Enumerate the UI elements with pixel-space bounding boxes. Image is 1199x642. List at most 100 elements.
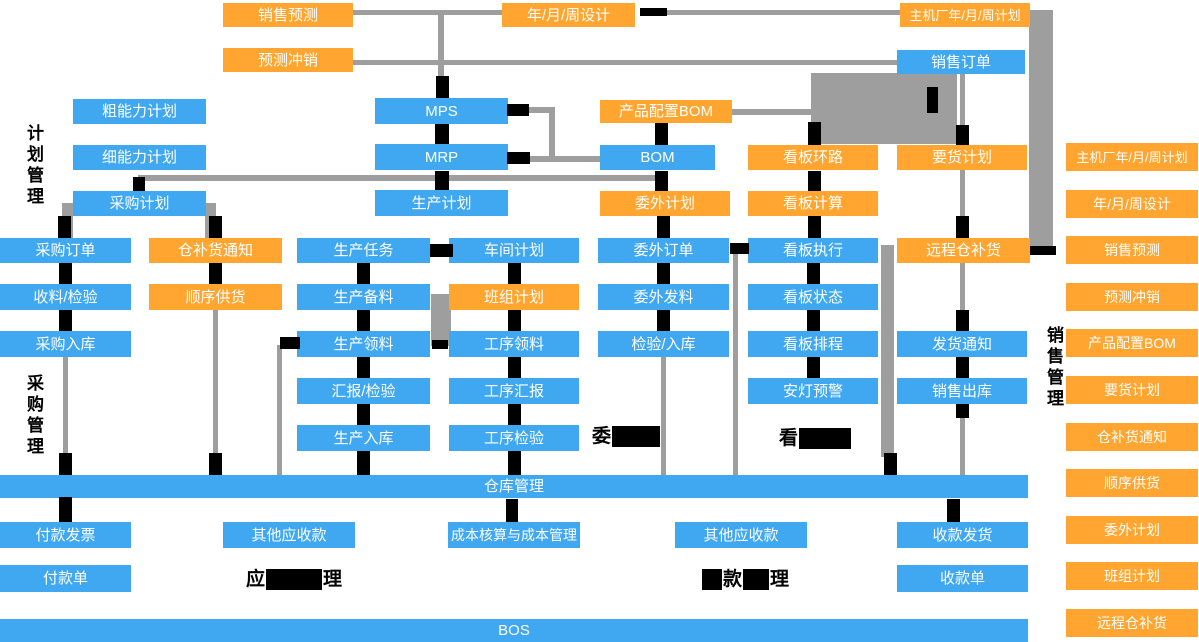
mark-bar-costaccounting [506,499,518,522]
module-kanban-calc[interactable]: 看板计算 [748,191,878,216]
module-sales-order[interactable]: 销售订单 [897,50,1025,74]
mark-colA-1 [59,263,72,284]
module-production-material-issue[interactable]: 生产领料 [297,331,430,357]
right-column-item-10[interactable]: 远程仓补货 [1066,609,1198,637]
module-receipt-slip[interactable]: 收款单 [897,565,1028,592]
module-purchase-plan[interactable]: 采购计划 [73,191,206,216]
right-column-item-4[interactable]: 产品配置BOM [1066,329,1198,357]
mark-into-mps [436,76,449,98]
right-column-item-2[interactable]: 销售预测 [1066,236,1198,264]
module-kanban-schedule[interactable]: 看板排程 [748,331,878,357]
dash-after-ymw-design [640,8,667,16]
module-rough-capacity-plan[interactable]: 粗能力计划 [73,99,206,124]
module-production-task[interactable]: 生产任务 [297,238,430,263]
module-oem-ymw-plan[interactable]: 主机厂年/月/周计划 [900,3,1030,27]
module-kanban-loop[interactable]: 看板环路 [748,145,878,170]
mark-bom-outsourcingplan [655,171,668,191]
module-payment-slip[interactable]: 付款单 [0,565,131,592]
module-fine-capacity-plan[interactable]: 细能力计划 [73,145,206,170]
module-purchase-order[interactable]: 采购订单 [0,238,131,263]
module-other-receivables-left[interactable]: 其他应收款 [223,522,355,548]
mark-colC-3 [357,357,370,378]
module-process-report[interactable]: 工序汇报 [449,378,579,404]
line-demandplan-down [960,170,965,220]
module-andon-warning[interactable]: 安灯预警 [748,378,878,404]
stub-mps-right [507,104,529,116]
module-forecast-writeoff[interactable]: 预测冲销 [223,48,353,72]
line-colG-upper [960,263,965,313]
module-kanban-status[interactable]: 看板状态 [748,284,878,310]
mark-colG-1 [956,310,969,331]
mark-colD-3 [508,357,521,378]
mark-colF-2 [807,310,820,331]
right-column-item-7[interactable]: 顺序供货 [1066,469,1198,497]
module-production-inbound[interactable]: 生产入库 [297,425,430,451]
mark-colE-1 [657,263,670,284]
mark-colB-1 [209,263,222,284]
module-production-material-prep[interactable]: 生产备料 [297,284,430,310]
module-process-material-issue[interactable]: 工序领料 [449,331,579,357]
module-mrp[interactable]: MRP [375,144,508,170]
right-column-item-8[interactable]: 委外计划 [1066,516,1198,544]
module-report-inspection[interactable]: 汇报/检验 [297,378,430,404]
module-warehouse-mgmt-bar[interactable]: 仓库管理 [0,475,1028,498]
mark-colF-3 [807,357,820,378]
module-production-plan[interactable]: 生产计划 [375,190,508,216]
mark-bar-paymentinvoice [59,497,72,522]
module-receipt-delivery[interactable]: 收款发货 [897,522,1028,548]
mark-colE-2 [657,310,670,331]
mark-colC-2 [357,310,370,331]
module-remote-warehouse-replenish[interactable]: 远程仓补货 [897,238,1030,263]
module-bos-bar[interactable]: BOS [0,619,1028,642]
mark-colD-1 [508,263,521,284]
module-demand-plan[interactable]: 要货计划 [897,145,1027,170]
mark-colA-2 [59,310,72,331]
label-outsourcing-mgmt-text-0: 委 [592,425,612,447]
right-column-item-1[interactable]: 年/月/周设计 [1066,190,1198,218]
label-kanban-mgmt-redaction-block [799,427,852,449]
right-column-item-0[interactable]: 主机厂年/月/周计划 [1066,143,1198,171]
line-salesorder-right-down [960,74,965,127]
module-inspection-inbound[interactable]: 检验/入库 [598,331,729,357]
module-sequence-supply[interactable]: 顺序供货 [149,284,282,310]
module-ymw-design[interactable]: 年/月/周设计 [502,3,635,27]
line-design-to-oem [667,10,900,15]
module-warehouse-replenish-notice[interactable]: 仓补货通知 [149,238,282,263]
module-outsourcing-plan[interactable]: 委外计划 [600,191,730,216]
right-column-item-6[interactable]: 仓补货通知 [1066,423,1198,451]
mark-bar-receiptdelivery [947,499,960,522]
dash-smallblock [432,340,448,349]
right-column-item-3[interactable]: 预测冲销 [1066,283,1198,311]
module-product-config-bom[interactable]: 产品配置BOM [600,100,732,123]
right-column-item-5[interactable]: 要货计划 [1066,376,1198,404]
label-payable-mgmt-text-2: 理 [323,568,343,590]
module-delivery-notice[interactable]: 发货通知 [897,331,1027,357]
module-workshop-plan[interactable]: 车间计划 [449,238,579,263]
module-process-inspection[interactable]: 工序检验 [449,425,579,451]
mark-configbom-bom [655,123,668,145]
module-sales-outbound[interactable]: 销售出库 [897,378,1027,404]
module-kanban-exec[interactable]: 看板执行 [748,238,878,263]
right-column-item-9[interactable]: 班组计划 [1066,562,1198,590]
line-down-to-mps [438,12,444,98]
module-purchase-inbound[interactable]: 采购入库 [0,331,131,357]
module-team-plan[interactable]: 班组计划 [449,284,579,310]
module-cost-accounting[interactable]: 成本核算与成本管理 [448,522,580,548]
mark-into-demandplan [956,125,969,145]
module-mps[interactable]: MPS [375,98,508,124]
module-outsourcing-order[interactable]: 委外订单 [598,238,729,263]
mark-salesorder-block [927,87,938,113]
module-receiving-inspection[interactable]: 收料/检验 [0,284,131,310]
line-colB-down [213,310,218,457]
module-bom[interactable]: BOM [600,145,715,170]
mark-colB-bar [209,453,222,475]
module-sales-forecast[interactable]: 销售预测 [223,3,353,27]
module-other-receivables-right[interactable]: 其他应收款 [675,522,807,548]
mark-task-workshopplan [430,244,453,257]
line-writeoff-to-salesorder [353,60,897,65]
module-outsourcing-material-issue[interactable]: 委外发料 [598,284,729,310]
mark-colD-4 [508,404,521,425]
line-configbom-to-block [732,109,811,115]
line-mps-elbow-v [549,107,555,161]
module-payment-invoice[interactable]: 付款发票 [0,522,131,548]
